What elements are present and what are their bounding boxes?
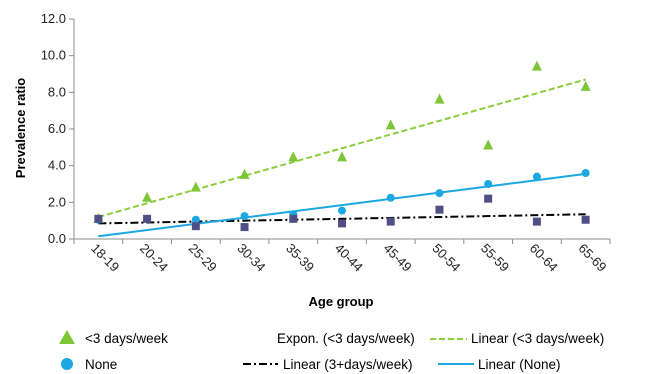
x-tick-label: 40-44 xyxy=(332,241,366,275)
x-tick-label: 50-54 xyxy=(429,241,463,275)
square-point xyxy=(94,214,103,223)
y-tick-label: 6.0 xyxy=(48,121,66,136)
trendline-layer xyxy=(98,78,586,238)
y-axis-title: Prevalence ratio xyxy=(13,78,28,179)
square-point xyxy=(581,215,590,224)
triangle-point xyxy=(337,151,347,162)
trendline-dashed xyxy=(98,78,586,218)
triangle-point xyxy=(483,139,494,150)
square-point xyxy=(289,214,298,223)
x-tick-label: 55-59 xyxy=(478,241,512,275)
x-tick-label: 30-34 xyxy=(234,241,268,275)
y-tick-label: 12.0 xyxy=(41,11,66,26)
triangle-point xyxy=(239,168,250,179)
legend-circle-marker xyxy=(61,358,73,370)
legend-item-lt3: <3 days/week xyxy=(59,330,168,346)
x-tick-label: 35-39 xyxy=(283,241,317,275)
tick-label-layer: 0.0 2.0 4.0 6.0 8.0 10.0 12.0 18-19 20-24 25-29 30… xyxy=(41,11,610,275)
legend-label-linear-lt3: Linear (<3 days/week) xyxy=(471,331,604,346)
y-tick-label: 0.0 xyxy=(48,231,66,246)
x-tick-label: 60-64 xyxy=(527,241,561,275)
circle-point xyxy=(386,193,395,202)
legend-item-linear-3plus: Linear (3+days/week) xyxy=(243,357,412,372)
x-tick-label: 25-29 xyxy=(186,241,220,275)
x-tick-label: 65-69 xyxy=(576,241,610,275)
axes-layer xyxy=(69,18,611,244)
square-point xyxy=(435,205,444,214)
square-point xyxy=(143,214,152,223)
trendline-solid xyxy=(98,172,586,238)
legend-label-none: None xyxy=(85,357,117,372)
x-tick-label: 45-49 xyxy=(381,241,415,275)
square-point xyxy=(532,217,541,226)
legend-item-none: None xyxy=(61,357,117,372)
circle-point xyxy=(484,180,493,188)
legend-label-lt3: <3 days/week xyxy=(85,331,168,346)
circle-point xyxy=(532,172,541,181)
square-point xyxy=(338,219,346,228)
legend: <3 days/week None Expon. (<3 days/week) … xyxy=(59,330,604,372)
circle-point xyxy=(338,206,346,215)
y-tick-label: 10.0 xyxy=(41,48,66,63)
circle-point xyxy=(581,169,590,177)
triangle-point xyxy=(580,80,591,91)
legend-label-linear-3plus: Linear (3+days/week) xyxy=(283,357,412,372)
circle-point xyxy=(435,189,444,198)
x-tick-label: 20-24 xyxy=(137,241,171,275)
triangle-point xyxy=(385,119,396,130)
triangle-point xyxy=(190,181,201,192)
legend-label-expon: Expon. (<3 days/week) xyxy=(277,331,415,346)
trendline-dash-dot xyxy=(98,213,586,225)
triangle-point xyxy=(434,93,445,104)
square-point xyxy=(191,222,200,231)
square-point xyxy=(240,223,249,232)
marker-layer xyxy=(93,60,591,232)
legend-item-linear-lt3: Linear (<3 days/week) xyxy=(430,331,604,346)
y-tick-label: 4.0 xyxy=(48,158,66,173)
circle-point xyxy=(191,215,200,224)
square-point xyxy=(386,217,395,226)
y-tick-label: 2.0 xyxy=(48,194,66,209)
x-axis-title: Age group xyxy=(309,294,374,309)
legend-item-linear-none: Linear (None) xyxy=(438,357,561,372)
legend-triangle-marker xyxy=(59,330,75,344)
x-tick-label: 18-19 xyxy=(88,241,122,275)
legend-label-linear-none: Linear (None) xyxy=(478,357,561,372)
square-point xyxy=(484,194,493,203)
y-tick-label: 8.0 xyxy=(48,84,66,99)
triangle-point xyxy=(142,191,153,202)
triangle-point xyxy=(531,60,542,71)
circle-point xyxy=(240,212,249,221)
legend-item-expon: Expon. (<3 days/week) xyxy=(277,331,415,346)
triangle-point xyxy=(288,151,299,162)
